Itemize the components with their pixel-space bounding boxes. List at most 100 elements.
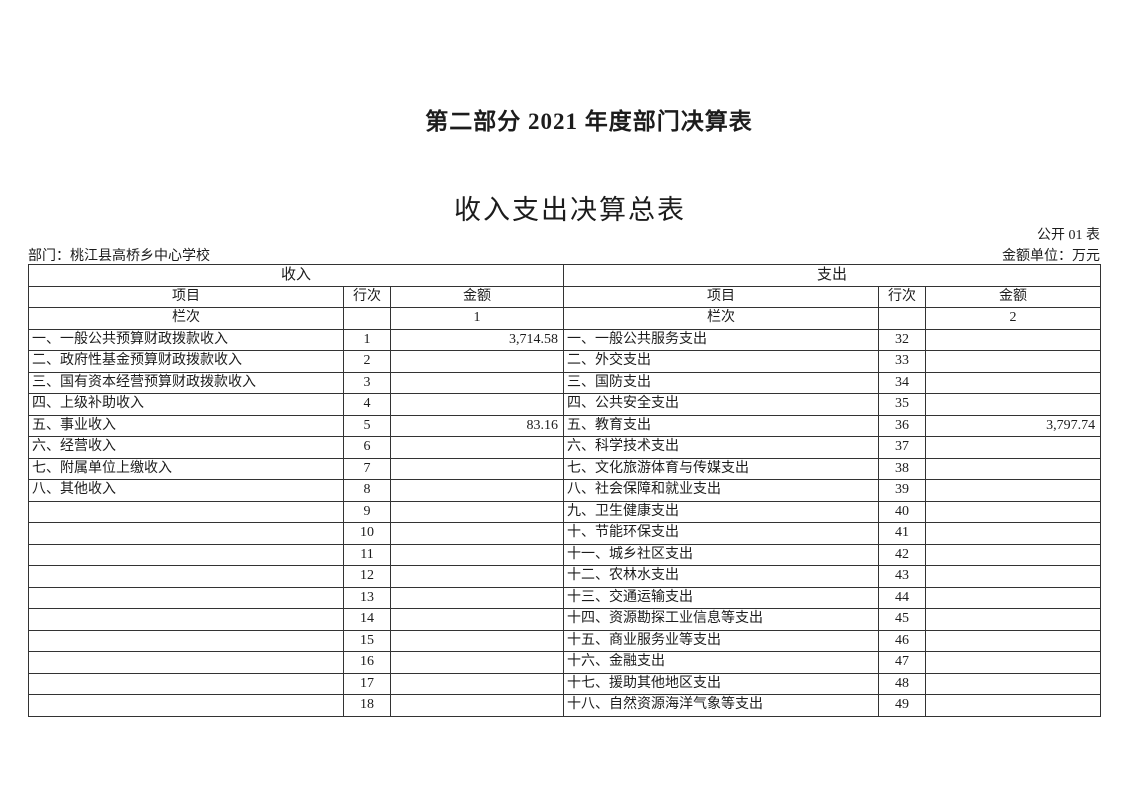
expenditure-amount-cell [925,522,1102,545]
income-item-cell: 五、事业收入 [28,414,344,437]
expenditure-line-cell: 43 [878,565,927,588]
expenditure-item-cell: 九、卫生健康支出 [563,500,880,523]
expenditure-item-cell: 八、社会保障和就业支出 [563,479,880,502]
income-amount-cell [389,672,565,695]
expenditure-amount-cell: 3,797.74 [925,414,1102,437]
expenditure-item-cell: 十五、商业服务业等支出 [563,629,880,652]
income-amount-column-header: 金额 [389,285,565,308]
income-lanci-label: 栏次 [28,307,344,330]
amount-unit-label: 金额单位：万元 [1002,249,1100,264]
income-amount-cell [389,651,565,674]
income-amount-cell [389,457,565,480]
table-row: 六、经营收入 6 六、科学技术支出 37 [28,436,1102,459]
income-item-cell: 六、经营收入 [28,436,344,459]
income-item-cell: 一、一般公共预算财政拨款收入 [28,328,344,351]
expenditure-item-cell: 二、外交支出 [563,350,880,373]
expenditure-item-cell: 三、国防支出 [563,371,880,394]
income-line-cell: 11 [343,543,391,566]
table-row: 四、上级补助收入 4 四、公共安全支出 35 [28,393,1102,416]
table-row: 11 十一、城乡社区支出 42 [28,543,1102,566]
expenditure-line-cell: 36 [878,414,927,437]
income-line-cell: 13 [343,586,391,609]
income-line-cell: 4 [343,393,391,416]
table-row: 17 十七、援助其他地区支出 48 [28,672,1102,695]
expenditure-item-column-header: 项目 [563,285,880,308]
income-line-cell: 8 [343,479,391,502]
expenditure-amount-column-header: 金额 [925,285,1102,308]
expenditure-item-cell: 五、教育支出 [563,414,880,437]
expenditure-amount-cell [925,672,1102,695]
expenditure-line-cell: 38 [878,457,927,480]
expenditure-item-cell: 十六、金融支出 [563,651,880,674]
income-line-cell: 15 [343,629,391,652]
income-item-cell [28,543,344,566]
column-header-row: 项目 行次 金额 项目 行次 金额 [28,285,1102,308]
income-item-cell: 四、上级补助收入 [28,393,344,416]
table-row: 五、事业收入 5 83.16 五、教育支出 36 3,797.74 [28,414,1102,437]
expenditure-item-cell: 十一、城乡社区支出 [563,543,880,566]
income-amount-cell: 83.16 [389,414,565,437]
expenditure-amount-cell [925,565,1102,588]
part-title: 第二部分 2021 年度部门决算表 [425,109,753,134]
income-amount-cell [389,543,565,566]
income-item-cell: 二、政府性基金预算财政拨款收入 [28,350,344,373]
income-amount-cell [389,608,565,631]
table-row: 12 十二、农林水支出 43 [28,565,1102,588]
income-lanci-line-cell [343,307,391,330]
expenditure-amount-cell [925,457,1102,480]
income-line-cell: 17 [343,672,391,695]
expenditure-line-cell: 37 [878,436,927,459]
income-amount-cell [389,586,565,609]
income-item-cell: 七、附属单位上缴收入 [28,457,344,480]
expenditure-line-cell: 34 [878,371,927,394]
income-line-cell: 6 [343,436,391,459]
expenditure-amount-cell [925,694,1102,717]
expenditure-item-cell: 十七、援助其他地区支出 [563,672,880,695]
table-row: 10 十、节能环保支出 41 [28,522,1102,545]
expenditure-amount-cell [925,651,1102,674]
income-amount-cell [389,565,565,588]
income-section-header: 收入 [27,264,565,287]
income-line-cell: 1 [343,328,391,351]
expenditure-lanci-value: 2 [925,307,1102,330]
table-row: 18 十八、自然资源海洋气象等支出 49 [28,694,1102,717]
table-row: 15 十五、商业服务业等支出 46 [28,629,1102,652]
income-line-cell: 7 [343,457,391,480]
income-line-cell: 12 [343,565,391,588]
income-item-cell [28,500,344,523]
expenditure-line-cell: 39 [878,479,927,502]
income-item-cell [28,651,344,674]
table-row: 三、国有资本经营预算财政拨款收入 3 三、国防支出 34 [28,371,1102,394]
income-amount-cell [389,436,565,459]
income-amount-cell [389,350,565,373]
expenditure-line-cell: 44 [878,586,927,609]
expenditure-amount-cell [925,543,1102,566]
income-item-cell: 八、其他收入 [28,479,344,502]
expenditure-amount-cell [925,629,1102,652]
income-item-cell [28,672,344,695]
income-amount-cell [389,500,565,523]
budget-table: 收入 支出 项目 行次 金额 项目 行次 金额 栏次 1 栏次 2 一、一般公共… [27,264,1102,717]
expenditure-lanci-line-cell [878,307,927,330]
income-item-column-header: 项目 [28,285,344,308]
income-amount-cell [389,694,565,717]
table-title: 收入支出决算总表 [454,195,686,225]
expenditure-line-cell: 40 [878,500,927,523]
income-line-cell: 2 [343,350,391,373]
income-item-cell [28,565,344,588]
department-label: 部门：桃江县高桥乡中心学校 [28,249,210,264]
income-amount-cell [389,371,565,394]
income-line-cell: 18 [343,694,391,717]
expenditure-amount-cell [925,586,1102,609]
expenditure-line-cell: 45 [878,608,927,631]
expenditure-item-cell: 十、节能环保支出 [563,522,880,545]
expenditure-line-cell: 47 [878,651,927,674]
income-item-cell [28,522,344,545]
expenditure-amount-cell [925,393,1102,416]
table-row: 14 十四、资源勘探工业信息等支出 45 [28,608,1102,631]
income-line-column-header: 行次 [343,285,391,308]
expenditure-item-cell: 十四、资源勘探工业信息等支出 [563,608,880,631]
income-item-cell [28,586,344,609]
expenditure-line-cell: 32 [878,328,927,351]
income-item-cell [28,608,344,631]
